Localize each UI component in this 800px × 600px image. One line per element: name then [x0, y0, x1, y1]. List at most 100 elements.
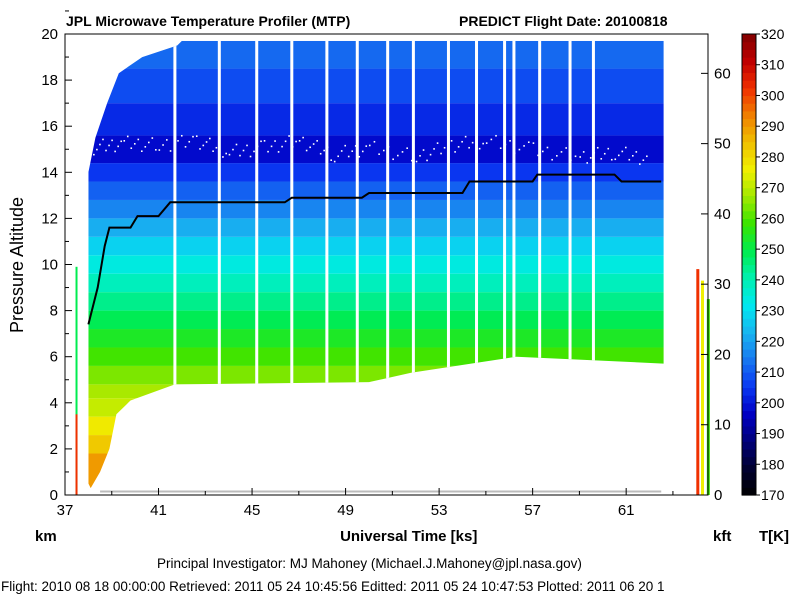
kft-tick-label: 10	[714, 417, 731, 434]
colorbar-segment	[742, 95, 756, 104]
tropopause-point	[532, 142, 535, 144]
colorbar-segment	[742, 372, 756, 381]
tropopause-point	[177, 140, 179, 142]
tropopause-point	[249, 155, 252, 158]
colorbar-segment	[742, 187, 756, 196]
x-axis-label: Universal Time [ks]	[340, 528, 477, 545]
colorbar-segment	[742, 218, 756, 227]
y-tick-label: 12	[41, 210, 58, 227]
colorbar-segment	[742, 356, 756, 365]
x-tick-label: 61	[618, 502, 635, 519]
tropopause-point	[596, 146, 599, 149]
tropopause-point	[117, 145, 119, 148]
colorbar-segment	[742, 487, 756, 496]
tropopause-point	[137, 138, 140, 141]
colorbar-segment	[742, 479, 756, 488]
tropopause-point	[365, 145, 368, 147]
tropopause-point	[225, 152, 227, 155]
colorbar-segment	[742, 272, 756, 281]
tropopause-point	[242, 149, 245, 152]
tropopause-point	[546, 146, 549, 149]
tropopause-point	[607, 147, 610, 150]
colorbar-segment	[742, 333, 756, 342]
colorbar-segment	[742, 418, 756, 427]
y-tick-label: 4	[50, 395, 58, 412]
tropopause-point	[192, 135, 194, 138]
colorbar-segment	[742, 203, 756, 212]
tropopause-point	[387, 146, 390, 148]
data-gap-line	[411, 40, 415, 489]
tropopause-point	[309, 146, 311, 149]
aircraft-altitude-line	[87, 173, 662, 325]
colorbar-segment	[742, 395, 756, 404]
tropopause-point	[173, 145, 176, 147]
x-tick-label: 37	[57, 502, 74, 519]
tropopause-point	[298, 140, 301, 142]
km-unit-label: km	[35, 528, 57, 545]
tropopause-point	[277, 151, 280, 153]
tropopause-point	[468, 146, 470, 149]
tropopause-point	[123, 140, 126, 142]
tropopause-point	[392, 158, 394, 161]
temperature-curtain	[88, 40, 664, 489]
colorbar-segment	[742, 72, 756, 81]
data-gap-line	[568, 40, 572, 489]
tropopause-point	[632, 155, 634, 157]
tropopause-point	[593, 152, 596, 154]
colorbar-segment	[742, 441, 756, 450]
temperature-band	[88, 329, 664, 348]
colorbar-segment	[742, 341, 756, 350]
colorbar-tick-label: 210	[761, 364, 785, 380]
temperature-band	[88, 416, 664, 436]
flight-date-title: PREDICT Flight Date: 20100818	[459, 13, 668, 29]
temperature-band	[88, 435, 664, 454]
colorbar-segment	[742, 57, 756, 66]
data-gap-line	[325, 40, 329, 489]
tropopause-point	[281, 145, 283, 148]
tropopause-point	[148, 141, 150, 144]
chart-title: JPL Microwave Temperature Profiler (MTP)	[66, 13, 351, 29]
data-gap-line	[290, 40, 294, 489]
kft-tick-label: 50	[714, 136, 731, 153]
y-tick-label: 16	[41, 118, 58, 135]
tropopause-point	[347, 155, 350, 158]
tropopause-point	[518, 148, 521, 151]
tropopause-point	[239, 154, 241, 157]
tropopause-point	[319, 152, 322, 155]
tropopause-point	[340, 150, 343, 152]
tropopause-point	[105, 149, 107, 152]
colorbar-tick-label: 280	[761, 149, 785, 165]
tropopause-point	[610, 158, 613, 161]
data-gap-line	[217, 40, 221, 489]
colorbar-segment	[742, 433, 756, 442]
tropopause-point	[235, 143, 238, 146]
colorbar-segment	[742, 87, 756, 97]
tropopause-point	[246, 144, 248, 147]
colorbar-segment	[742, 464, 756, 473]
tropopause-point	[475, 136, 477, 139]
colorbar-segment	[742, 264, 756, 273]
tropopause-point	[263, 140, 266, 142]
tropopause-point	[646, 155, 648, 158]
data-gap-line	[538, 40, 542, 489]
colorbar-tick-label: 270	[761, 180, 785, 196]
colorbar-segment	[742, 156, 756, 166]
tropopause-point	[184, 146, 187, 148]
colorbar-segment	[742, 448, 756, 458]
tropopause-point	[440, 152, 442, 155]
colorbar-segment	[742, 233, 756, 243]
tropopause-point	[140, 150, 143, 153]
colorbar-segment	[742, 149, 756, 158]
tropopause-point	[96, 148, 98, 151]
tropopause-point	[166, 139, 168, 141]
tropopause-point	[302, 136, 304, 139]
tropopause-point	[582, 151, 585, 153]
tropopause-point	[361, 150, 364, 153]
colorbar-segment	[742, 34, 756, 43]
colorbar-segment	[742, 295, 756, 304]
y-tick-label: 8	[50, 303, 58, 320]
tropopause-point	[495, 134, 497, 137]
data-gap-line	[446, 40, 450, 489]
temperature-band	[88, 384, 664, 399]
tropopause-point	[504, 143, 507, 146]
